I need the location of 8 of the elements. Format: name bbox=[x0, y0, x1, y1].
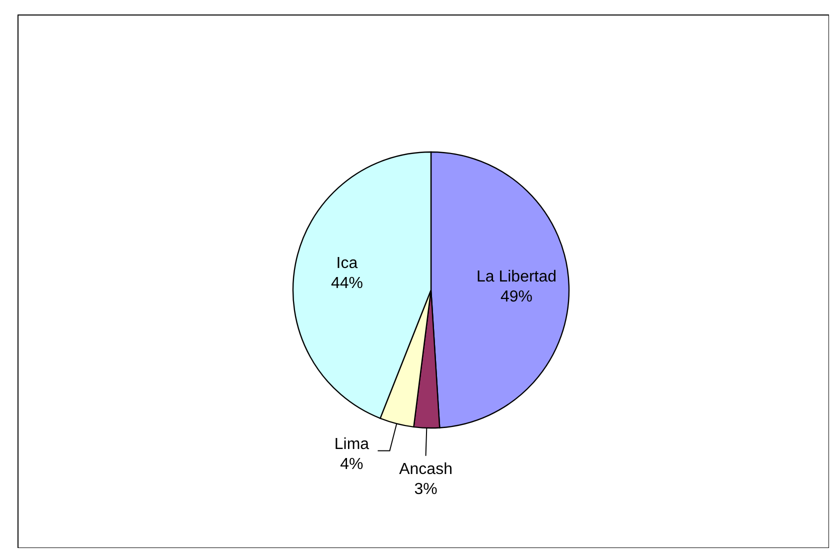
slice-label: Ancash bbox=[399, 460, 452, 478]
data-label: 4% bbox=[340, 456, 364, 473]
data-label: 49% bbox=[500, 288, 533, 306]
slice-label: La Libertad bbox=[476, 268, 557, 286]
slice-label: Lima bbox=[334, 436, 370, 453]
data-label: 44% bbox=[330, 274, 363, 292]
data-label: 3% bbox=[414, 480, 438, 498]
slice-label: Ica bbox=[336, 254, 358, 272]
